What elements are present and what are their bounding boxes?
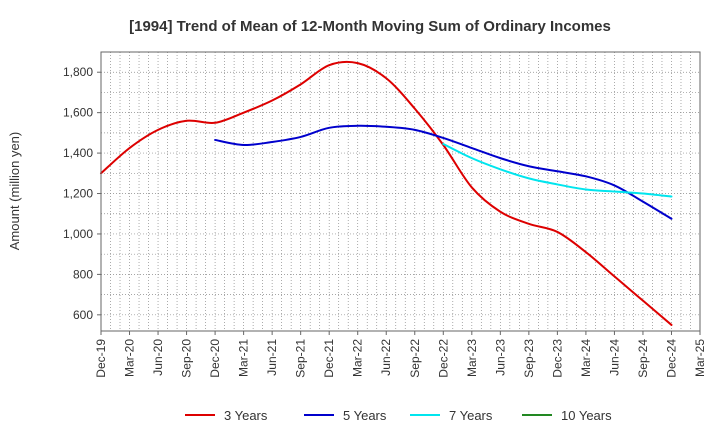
x-tick-label: Sep-20 xyxy=(180,339,194,378)
y-tick-label: 1,800 xyxy=(63,65,93,79)
x-tick-label: Dec-20 xyxy=(208,339,222,378)
x-tick-label: Sep-22 xyxy=(408,339,422,378)
plot-frame xyxy=(100,51,701,332)
x-tick-label: Jun-21 xyxy=(265,339,279,376)
x-tick-label: Sep-24 xyxy=(636,339,650,378)
y-tick-label: 600 xyxy=(73,308,93,322)
x-axis-ticks: Dec-19 Mar-20 Jun-20 Sep-20 Dec-20 Mar-21 Jun-… xyxy=(94,331,707,378)
series-line-5-years xyxy=(214,124,673,220)
grid xyxy=(101,52,700,331)
x-tick-label: Mar-22 xyxy=(351,339,365,377)
legend-label-5-years: 5 Years xyxy=(343,408,387,423)
y-tick-label: 1,200 xyxy=(63,187,93,201)
x-tick-label: Sep-21 xyxy=(294,339,308,378)
x-tick-label: Mar-24 xyxy=(579,339,593,377)
x-tick-label: Mar-25 xyxy=(693,339,707,377)
x-tick-label: Jun-24 xyxy=(607,339,621,376)
chart-title: [1994] Trend of Mean of 12-Month Moving … xyxy=(129,18,611,35)
y-axis-label: Amount (million yen) xyxy=(7,132,22,251)
legend-label-7-years: 7 Years xyxy=(449,408,493,423)
legend-label-10-years: 10 Years xyxy=(561,408,612,423)
series-lines xyxy=(100,60,673,326)
y-axis-ticks: 600 800 1,000 1,200 1,400 1,600 1,800 xyxy=(63,65,101,322)
x-tick-label: Sep-23 xyxy=(522,339,536,378)
series-line-3-years xyxy=(100,60,673,326)
x-tick-label: Jun-23 xyxy=(493,339,507,376)
x-tick-label: Dec-22 xyxy=(436,339,450,378)
x-tick-label: Jun-20 xyxy=(151,339,165,376)
x-tick-label: Dec-21 xyxy=(322,339,336,378)
series-line-7-years xyxy=(442,142,673,198)
x-tick-label: Mar-21 xyxy=(237,339,251,377)
x-tick-label: Dec-19 xyxy=(94,339,108,378)
legend-label-3-years: 3 Years xyxy=(224,408,268,423)
x-tick-label: Mar-23 xyxy=(465,339,479,377)
y-tick-label: 800 xyxy=(73,267,93,281)
y-tick-label: 1,000 xyxy=(63,227,93,241)
legend: 3 Years 5 Years 7 Years 10 Years xyxy=(185,408,612,423)
y-tick-label: 1,400 xyxy=(63,146,93,160)
x-tick-label: Mar-20 xyxy=(123,339,137,377)
x-tick-label: Jun-22 xyxy=(379,339,393,376)
x-tick-label: Dec-23 xyxy=(550,339,564,378)
y-tick-label: 1,600 xyxy=(63,106,93,120)
x-tick-label: Dec-24 xyxy=(664,339,678,378)
